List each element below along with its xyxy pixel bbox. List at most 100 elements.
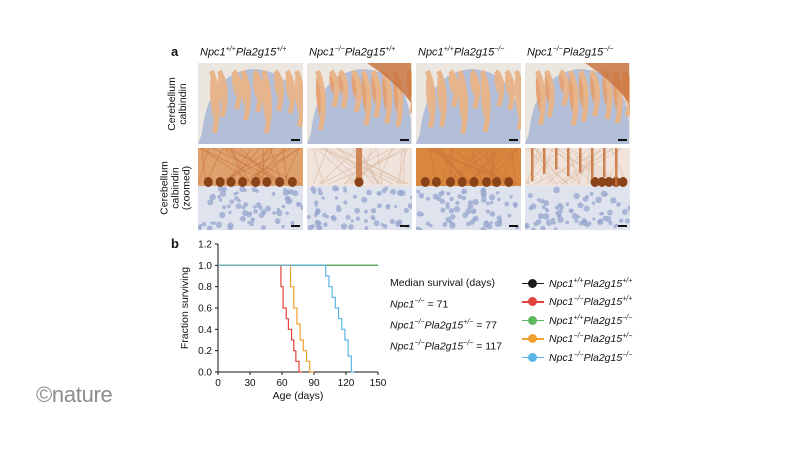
gene-name: Pla2g15	[583, 277, 623, 290]
y-axis-label: Fraction surviving	[179, 267, 191, 349]
median-survival-item: Npc1−/− = 71	[390, 298, 448, 311]
legend-marker	[522, 334, 544, 344]
legend-marker	[522, 315, 544, 326]
y-tick-label: 0.8	[198, 282, 212, 293]
genotype-header: Npc1+/+Pla2g15−/−	[418, 46, 504, 59]
y-tick-label: 0.6	[198, 304, 212, 315]
y-tick-label: 1.2	[198, 240, 212, 251]
gene-name: Npc1	[390, 340, 415, 353]
median-value: = 77	[473, 319, 497, 332]
gene-name: Npc1	[527, 46, 553, 59]
gene-name: Pla2g15	[583, 314, 623, 327]
cerebellum-calbindin-image	[307, 63, 412, 144]
genotype-superscript: −/−	[494, 46, 505, 53]
cerebellum-calbindin-zoomed-image	[525, 148, 630, 230]
genotype-superscript: −/−	[603, 46, 614, 53]
legend-label: Npc1+/+Pla2g15−/−	[549, 314, 633, 327]
x-tick-label: 0	[215, 378, 221, 389]
genotype-superscript: +/+	[276, 46, 287, 53]
gene-name: Pla2g15	[453, 46, 495, 59]
genotype-superscript: −/−	[622, 351, 633, 358]
median-survival-title: Median survival (days)	[390, 277, 496, 289]
gene-name: Npc1	[549, 296, 574, 308]
legend-label: Npc1−/−Pla2g15+/+	[549, 295, 633, 309]
genotype-superscript: −/−	[334, 46, 345, 53]
genotype-header: Npc1−/−Pla2g15+/+	[309, 46, 395, 59]
legend-label: Npc1+/+Pla2g15+/+	[549, 277, 632, 290]
legend-entry: Npc1−/−Pla2g15+/−	[522, 332, 633, 346]
genotype-superscript: −/−	[573, 351, 584, 358]
row-label-cerebellum: Cerebellum calbindin	[158, 66, 198, 142]
genotype-superscript: +/+	[443, 46, 454, 53]
scale-bar	[400, 139, 409, 141]
cerebellum-calbindin-image	[416, 63, 521, 144]
gene-name: Pla2g15	[583, 333, 623, 345]
panel-a-letter: a	[171, 44, 179, 59]
scale-bar	[291, 225, 300, 227]
gene-name: Npc1	[549, 333, 574, 345]
legend-marker	[522, 297, 544, 307]
gene-name: Pla2g15	[344, 46, 386, 59]
cerebellum-calbindin-zoomed-image	[416, 148, 521, 230]
gene-name: Npc1	[549, 351, 574, 364]
genotype-superscript: −/−	[414, 340, 425, 347]
genotype-superscript: +/−	[622, 332, 633, 340]
survival-curve	[218, 264, 355, 373]
survival-chart: 0.0 0.2 0.4 0.6 0.8 1.0 1.2 0 30 60 90 120 150 Age (d…	[179, 240, 387, 403]
legend-marker	[522, 352, 544, 363]
genotype-superscript: +/+	[622, 295, 633, 303]
legend-entry: Npc1+/+Pla2g15+/+	[522, 277, 632, 290]
gene-name: Npc1	[200, 46, 226, 59]
genotype-superscript: −/−	[622, 314, 633, 321]
genotype-superscript: +/−	[463, 319, 474, 326]
gene-name: Pla2g15	[583, 296, 623, 308]
genotype-superscript: −/−	[463, 340, 474, 347]
genotype-superscript: +/+	[225, 46, 236, 53]
cerebellum-calbindin-image	[198, 63, 303, 144]
legend-entry: Npc1−/−Pla2g15+/+	[522, 295, 633, 309]
gene-name: Pla2g15	[562, 46, 604, 59]
scale-bar	[618, 225, 627, 227]
panel-b-letter: b	[171, 236, 179, 251]
nature-logo: ©nature	[36, 382, 113, 407]
legend-marker	[522, 278, 544, 289]
gene-name: Pla2g15	[424, 319, 464, 332]
row-label-line: (zoomed)	[180, 165, 193, 211]
x-tick-label: 150	[370, 378, 387, 389]
legend-label: Npc1−/−Pla2g15+/−	[549, 332, 633, 346]
x-tick-label: 60	[276, 378, 288, 389]
gene-name: Pla2g15	[235, 46, 277, 59]
gene-name: Npc1	[390, 319, 415, 332]
y-tick-label: 0.4	[198, 325, 212, 336]
cerebellum-calbindin-image	[525, 63, 630, 144]
median-survival-item: Npc1−/−Pla2g15+/− = 77	[390, 319, 497, 332]
row-label-cerebellum-zoomed: Cerebellum calbindin (zoomed)	[152, 148, 200, 228]
survival-curve	[218, 264, 314, 373]
legend-label: Npc1−/−Pla2g15−/−	[549, 351, 633, 364]
gene-name: Npc1	[418, 46, 444, 59]
gene-name: Npc1	[549, 277, 574, 290]
genotype-superscript: −/−	[414, 319, 425, 326]
gene-name: Pla2g15	[424, 340, 464, 353]
gene-name: Npc1	[309, 46, 335, 59]
genotype-superscript: +/+	[573, 277, 584, 284]
genotype-header: Npc1−/−Pla2g15−/−	[527, 46, 613, 59]
genotype-superscript: +/+	[573, 314, 584, 321]
median-value: = 71	[424, 298, 449, 311]
survival-curve	[218, 264, 303, 373]
x-tick-label: 120	[338, 378, 355, 389]
x-tick-label: 90	[308, 378, 320, 389]
scale-bar	[509, 225, 518, 227]
legend-entry: Npc1−/−Pla2g15−/−	[522, 351, 632, 364]
genotype-superscript: −/−	[552, 46, 563, 53]
cerebellum-calbindin-zoomed-image	[307, 148, 412, 230]
genotype-superscript: +/+	[385, 46, 396, 53]
genotype-header: Npc1+/+Pla2g15+/+	[200, 46, 286, 59]
scale-bar	[400, 225, 409, 227]
y-tick-label: 0.0	[198, 368, 212, 379]
genotype-superscript: −/−	[573, 295, 584, 303]
y-tick-label: 1.0	[198, 261, 212, 272]
gene-name: Pla2g15	[583, 351, 623, 364]
row-label-line: calbindin	[177, 83, 189, 125]
gene-name: Npc1	[549, 314, 574, 327]
